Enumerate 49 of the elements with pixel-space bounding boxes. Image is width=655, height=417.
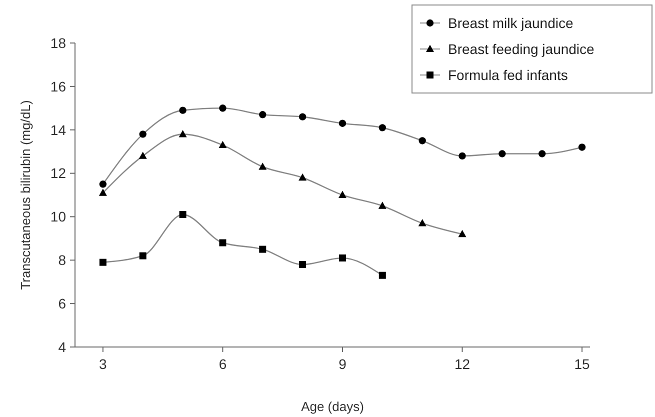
y-tick-label: 12 <box>50 165 66 182</box>
point <box>338 190 346 198</box>
point <box>178 130 187 138</box>
x-tick-label: 6 <box>218 356 227 372</box>
y-tick-label: 6 <box>58 295 66 312</box>
point <box>218 140 227 148</box>
x-tick-label: 3 <box>99 356 108 372</box>
point <box>299 260 306 268</box>
point <box>99 180 107 188</box>
point <box>338 254 346 262</box>
x-axis-title: Age (days) <box>301 399 364 414</box>
y-tick-label: 18 <box>50 34 66 51</box>
point <box>259 111 266 118</box>
point <box>338 120 346 127</box>
point <box>98 188 107 196</box>
y-axis-title: Transcutaneous bilirubin (mg/dL) <box>18 100 33 290</box>
point <box>99 258 106 266</box>
point <box>139 130 146 138</box>
point <box>138 152 147 159</box>
x-tick-label: 15 <box>574 356 590 372</box>
legend-label: Formula fed infants <box>448 66 568 83</box>
point <box>378 124 386 132</box>
point <box>298 113 306 120</box>
point <box>458 152 466 160</box>
legend-label: Breast feeding jaundice <box>448 40 595 57</box>
point <box>538 150 546 158</box>
point <box>259 246 266 253</box>
y-tick-label: 8 <box>58 252 66 268</box>
x-tick-label: 9 <box>338 356 347 372</box>
point <box>378 272 386 279</box>
y-tick-label: 14 <box>50 122 66 138</box>
y-tick-label: 16 <box>50 78 66 94</box>
point <box>298 173 307 181</box>
point <box>179 106 186 114</box>
point <box>258 162 267 170</box>
point <box>498 150 506 158</box>
point <box>219 104 226 112</box>
point <box>418 137 426 144</box>
y-tick-label: 4 <box>58 338 66 355</box>
legend-label: Breast milk jaundice <box>448 14 574 31</box>
point <box>139 252 146 260</box>
x-tick-label: 12 <box>454 356 470 372</box>
point <box>219 239 226 246</box>
point <box>578 144 586 151</box>
point <box>458 230 466 238</box>
point <box>179 211 186 218</box>
y-tick-label: 10 <box>50 208 66 225</box>
point <box>378 202 386 209</box>
point <box>418 219 426 226</box>
